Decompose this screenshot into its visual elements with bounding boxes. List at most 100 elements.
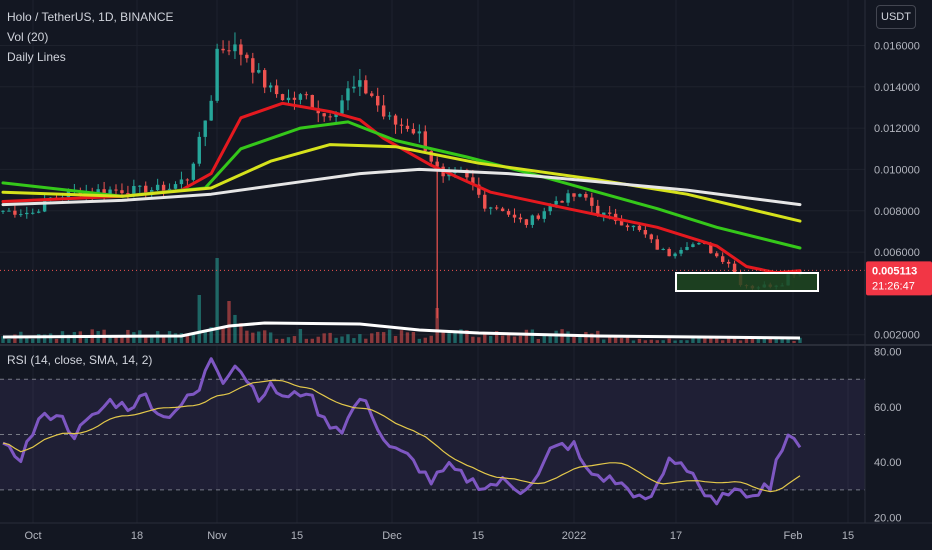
- volume-bar: [750, 337, 755, 343]
- candle: [732, 263, 737, 273]
- candle: [667, 248, 671, 257]
- time-tick-label: Dec: [382, 530, 402, 542]
- volume-bar: [411, 331, 416, 343]
- consolidation-box: [675, 272, 819, 292]
- volume-bar: [483, 332, 487, 343]
- volume-bar: [703, 337, 707, 343]
- volume-bar: [13, 334, 17, 343]
- volume-bar: [489, 336, 493, 343]
- candle: [381, 105, 386, 117]
- volume-bar: [227, 301, 231, 343]
- price-tick-label: 0.006000: [874, 247, 920, 259]
- rsi-indicator-label: RSI (14, close, SMA, 14, 2): [7, 353, 153, 367]
- volume-bar: [459, 329, 463, 343]
- candle: [715, 253, 719, 257]
- candle: [304, 94, 309, 96]
- volume-bar: [316, 336, 320, 343]
- volume-bar: [625, 337, 630, 343]
- rsi-tick-label: 80.00: [874, 347, 902, 359]
- candle: [19, 214, 23, 216]
- time-tick-label: 2022: [562, 530, 586, 542]
- candle: [274, 85, 279, 95]
- candle: [25, 212, 29, 215]
- candle: [376, 95, 380, 106]
- candle: [536, 215, 540, 219]
- volume-bar: [376, 331, 380, 343]
- candle: [596, 205, 600, 216]
- volume-bar: [726, 338, 731, 343]
- volume-bar: [215, 258, 219, 343]
- price-tick-label: 0.012000: [874, 123, 920, 135]
- volume-bar: [268, 332, 273, 343]
- candle: [411, 128, 416, 134]
- volume-bar: [54, 338, 59, 343]
- candle: [132, 186, 136, 195]
- candle: [631, 225, 636, 228]
- time-tick-label: 15: [842, 530, 854, 542]
- candle: [560, 200, 564, 203]
- volume-bar: [500, 335, 505, 343]
- volume-bar: [756, 336, 761, 343]
- candle: [263, 70, 267, 88]
- candle: [161, 184, 166, 192]
- volume-bar: [744, 337, 749, 343]
- price-gridlines: [0, 0, 865, 523]
- volume-bar: [536, 338, 540, 343]
- volume-bar: [263, 330, 267, 343]
- candle: [144, 185, 148, 194]
- volume-bar: [667, 338, 671, 343]
- candle: [203, 120, 207, 137]
- volume-bar: [417, 338, 422, 343]
- volume-bar: [494, 331, 499, 343]
- rsi-pane[interactable]: [0, 357, 865, 506]
- volume-bar: [209, 327, 213, 343]
- price-tick-label: 0.016000: [874, 40, 920, 52]
- volume-bar: [298, 329, 303, 343]
- volume-bar: [25, 335, 29, 343]
- volume-bar: [554, 330, 558, 343]
- candle: [120, 190, 124, 194]
- volume-bar: [441, 331, 445, 343]
- candle: [399, 124, 404, 126]
- volume-bar: [661, 340, 665, 343]
- volume-bar: [471, 336, 475, 343]
- volume-bar: [352, 338, 356, 343]
- candle: [673, 253, 677, 257]
- volume-bar: [709, 336, 713, 343]
- candle: [185, 179, 190, 181]
- candle: [590, 197, 594, 206]
- candle: [691, 244, 695, 247]
- volume-bar: [161, 337, 166, 343]
- volume-bar: [274, 338, 279, 343]
- volume-bar: [679, 340, 683, 343]
- volume-bar: [524, 329, 529, 343]
- volume-bar: [637, 338, 642, 343]
- price-tick-label: 0.008000: [874, 206, 920, 218]
- volume-bar: [631, 340, 636, 343]
- volume-bar: [31, 338, 35, 343]
- candle: [726, 261, 731, 264]
- candle: [42, 199, 47, 212]
- candle: [245, 54, 249, 59]
- currency-button[interactable]: USDT: [876, 5, 916, 29]
- volume-bar: [36, 334, 41, 343]
- volume-bar: [643, 340, 648, 343]
- rsi-tick-label: 20.00: [874, 512, 902, 524]
- candle: [221, 48, 225, 51]
- candle: [286, 97, 291, 101]
- volume-bar: [221, 326, 225, 343]
- volume-bar: [530, 329, 535, 343]
- volume-bar: [655, 340, 659, 343]
- volume-bar: [774, 337, 778, 343]
- volume-bar: [114, 335, 118, 343]
- candle: [465, 169, 469, 178]
- price-pane[interactable]: [0, 32, 865, 343]
- candle: [720, 256, 725, 262]
- volume-bar: [572, 336, 576, 343]
- volume-bar: [590, 333, 594, 343]
- volume-bar: [149, 335, 154, 343]
- candle: [500, 208, 505, 212]
- candle: [649, 234, 654, 240]
